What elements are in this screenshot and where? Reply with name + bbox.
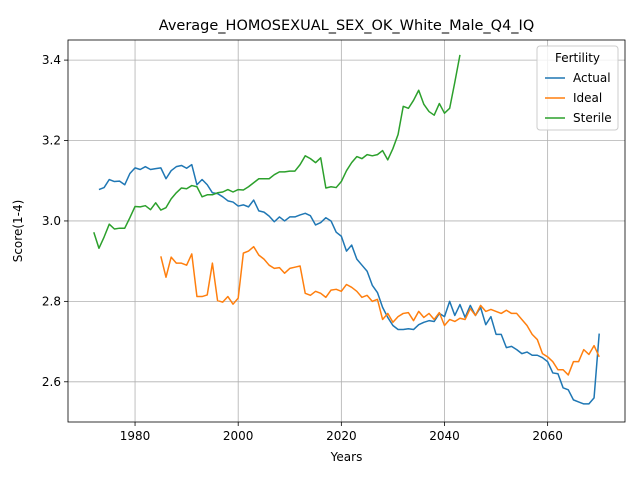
y-tick-label: 2.6 (42, 375, 61, 389)
y-tick-label: 3.0 (42, 214, 61, 228)
x-tick-label: 1980 (120, 429, 151, 443)
series-line-sterile (93, 54, 461, 250)
y-tick-label: 3.2 (42, 134, 61, 148)
chart-title: Average_HOMOSEXUAL_SEX_OK_White_Male_Q4_… (159, 18, 535, 34)
y-axis-ticks: 2.6 2.8 3.0 3.2 3.4 (42, 53, 68, 389)
x-tick-label: 2040 (429, 429, 460, 443)
legend: Fertility Actual Ideal Sterile (536, 45, 619, 131)
plot-frame (67, 39, 626, 423)
legend-title: Fertility (555, 51, 600, 65)
legend-label-sterile: Sterile (573, 111, 612, 125)
legend-label-actual: Actual (573, 71, 611, 85)
x-axis-ticks: 1980 2000 2020 2040 2060 (120, 422, 563, 443)
y-tick-label: 2.8 (42, 294, 61, 308)
x-tick-label: 2020 (326, 429, 357, 443)
series-line-actual (98, 163, 600, 405)
y-tick-label: 3.4 (42, 53, 61, 67)
legend-items: Actual Ideal Sterile (545, 71, 612, 125)
legend-box (536, 45, 619, 131)
x-axis-title: Years (330, 450, 363, 464)
legend-label-ideal: Ideal (573, 91, 602, 105)
grid (68, 40, 625, 422)
x-tick-label: 2000 (223, 429, 254, 443)
y-axis-title: Score(1-4) (11, 200, 25, 263)
series-line-ideal (160, 245, 600, 376)
series-lines (93, 54, 600, 405)
x-tick-label: 2060 (532, 429, 563, 443)
